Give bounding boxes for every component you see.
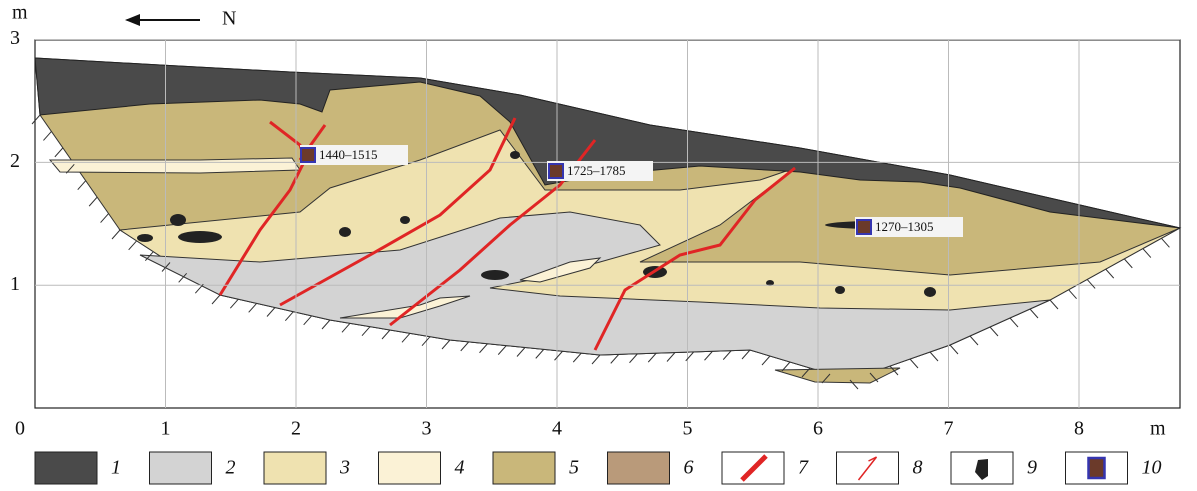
hatch <box>705 351 713 360</box>
hatch <box>555 351 563 360</box>
hatch <box>402 333 410 342</box>
hatch <box>442 340 450 349</box>
legend-label: 1 <box>111 457 121 479</box>
date-label: 1270–1305 <box>855 217 963 237</box>
hatch <box>304 316 312 325</box>
legend-label: 8 <box>913 457 923 479</box>
hatch <box>382 330 390 339</box>
hatch <box>342 323 350 332</box>
hatch <box>498 346 506 355</box>
hatch <box>249 303 257 312</box>
hatch <box>285 312 293 321</box>
x-tick-label: 8 <box>1074 418 1084 440</box>
legend-label: 3 <box>339 457 350 479</box>
legend-label: 4 <box>455 457 465 479</box>
hatch <box>362 327 370 336</box>
hatch <box>1087 279 1095 288</box>
hatch <box>667 353 675 362</box>
hatch <box>43 131 51 140</box>
hatch <box>78 181 86 190</box>
hatch <box>1124 259 1132 268</box>
hatch <box>55 148 63 157</box>
hatch <box>212 295 220 304</box>
legend-swatch <box>150 452 212 484</box>
hatch <box>129 241 137 250</box>
legend-label: 10 <box>1142 457 1162 479</box>
hatch <box>1050 300 1058 309</box>
y-unit: m <box>12 2 28 24</box>
hatch <box>1106 269 1114 278</box>
legend-label: 9 <box>1027 457 1037 479</box>
hatch <box>1010 318 1018 327</box>
hatch <box>322 320 330 329</box>
date-text: 1440–1515 <box>319 147 378 162</box>
hatch <box>1069 290 1077 299</box>
x-tick-label: 6 <box>813 418 823 440</box>
x-tick-label: 0 <box>15 418 25 440</box>
hatch <box>611 354 619 363</box>
hatch <box>910 359 918 368</box>
y-tick-label: 2 <box>10 150 20 172</box>
hatch <box>930 352 938 361</box>
hatch <box>762 356 770 365</box>
hatch <box>267 308 275 317</box>
hatch <box>950 345 958 354</box>
legend-swatch <box>493 452 555 484</box>
date-text: 1270–1305 <box>875 219 934 234</box>
legend-swatch <box>608 452 670 484</box>
section-figure: 012345678123 N m m 1440–1515 1725–1785 1… <box>0 0 1197 491</box>
hatch <box>461 342 469 351</box>
date-label: 1440–1515 <box>300 145 408 165</box>
hatch <box>480 344 488 353</box>
x-tick-label: 4 <box>552 418 562 440</box>
legend-swatch <box>35 452 97 484</box>
legend-label: 5 <box>569 457 579 479</box>
layer-5-patch <box>775 368 900 383</box>
y-tick-label: 3 <box>10 27 20 49</box>
north-arrowhead <box>125 14 140 26</box>
hatch <box>648 353 656 362</box>
hatch <box>230 299 238 308</box>
hatch <box>723 351 731 360</box>
legend-symbol <box>1089 458 1105 478</box>
hatch <box>101 214 109 223</box>
hatch <box>112 230 120 239</box>
date-text: 1725–1785 <box>567 163 626 178</box>
legend-label: 2 <box>226 457 236 479</box>
x-tick-label: 2 <box>291 418 301 440</box>
hatch <box>970 336 978 345</box>
hatch <box>630 354 638 363</box>
y-tick-label: 1 <box>10 273 20 295</box>
hatch <box>32 115 40 124</box>
legend-label: 7 <box>798 457 809 479</box>
hatch <box>1161 238 1169 247</box>
x-tick-label: 3 <box>422 418 432 440</box>
legend-swatch <box>264 452 326 484</box>
hatch <box>686 352 694 361</box>
layer-4 <box>50 158 300 173</box>
hatch <box>742 350 750 359</box>
north-label: N <box>222 8 236 30</box>
hatch <box>536 349 544 358</box>
legend-swatch <box>379 452 441 484</box>
hatch <box>573 353 581 362</box>
hatch <box>517 348 525 357</box>
date-label: 1725–1785 <box>547 161 653 181</box>
hatch <box>89 197 97 206</box>
x-unit: m <box>1150 418 1166 440</box>
x-tick-label: 1 <box>161 418 171 440</box>
legend-label: 6 <box>684 457 694 479</box>
x-tick-label: 5 <box>683 418 693 440</box>
hatch <box>1030 309 1038 318</box>
hatch <box>990 327 998 336</box>
x-tick-label: 7 <box>944 418 954 440</box>
hatch <box>592 355 600 364</box>
hatch <box>1143 249 1151 258</box>
